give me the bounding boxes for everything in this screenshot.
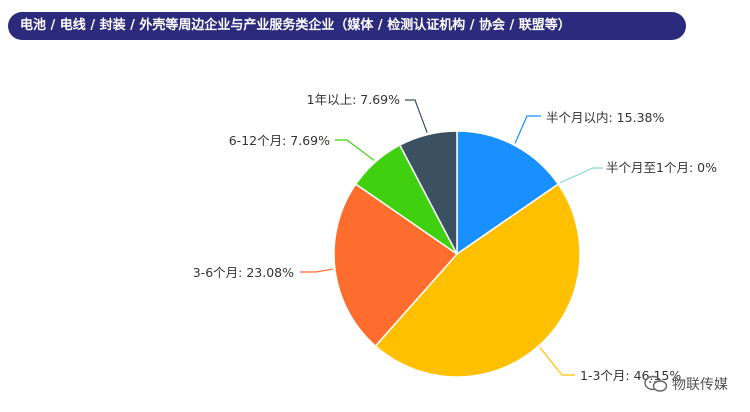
slice-label-0: 半个月以内: 15.38% <box>546 110 664 125</box>
wechat-icon <box>644 375 668 392</box>
leader-line-5 <box>405 99 428 133</box>
watermark: 物联传媒 <box>644 374 728 394</box>
slice-label-5: 1年以上: 7.69% <box>307 92 400 107</box>
chart-title: 电池 / 电线 / 封装 / 外壳等周边企业与产业服务类企业（媒体 / 检测认证… <box>8 12 686 40</box>
leader-line-2 <box>539 347 575 376</box>
leader-line-0 <box>514 115 541 144</box>
leader-line-4 <box>335 139 375 161</box>
pie-slice-5 <box>398 130 458 255</box>
slice-label-4: 6-12个月: 7.69% <box>229 133 330 148</box>
pie-slice-3 <box>333 183 459 348</box>
leader-line-3 <box>300 268 334 273</box>
slice-label-3: 3-6个月: 23.08% <box>193 265 294 280</box>
watermark-text: 物联传媒 <box>672 377 728 393</box>
slice-label-1: 半个月至1个月: 0% <box>606 160 717 175</box>
slice-label-2: 1-3个月: 46.15% <box>580 368 681 383</box>
leader-line-1 <box>559 167 603 184</box>
pie-slice-2 <box>374 183 581 378</box>
pie-slice-0 <box>456 130 560 256</box>
